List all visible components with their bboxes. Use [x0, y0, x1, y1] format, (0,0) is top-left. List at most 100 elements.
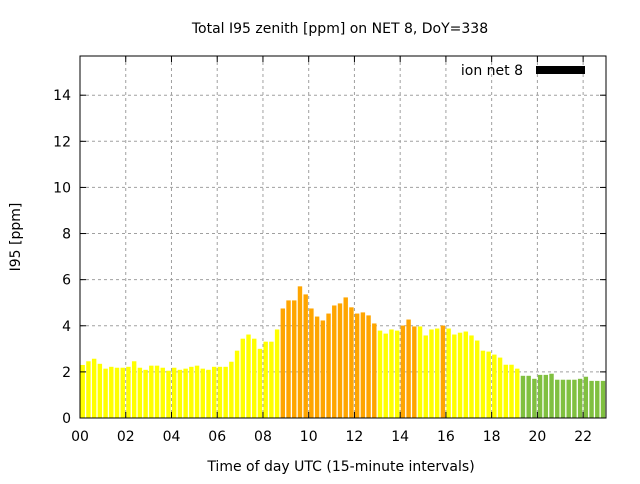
bar — [497, 357, 503, 418]
bar — [257, 348, 263, 418]
bar — [520, 375, 526, 418]
bar — [383, 333, 388, 418]
bar — [177, 369, 183, 418]
bar — [114, 367, 120, 418]
bar — [86, 361, 91, 418]
x-tick-label: 08 — [254, 429, 272, 445]
bar — [360, 312, 366, 418]
bar — [200, 368, 205, 418]
bar — [417, 326, 423, 418]
bar — [234, 350, 240, 418]
bar — [143, 369, 148, 418]
bar — [486, 351, 491, 418]
bar — [206, 369, 211, 418]
bar — [263, 341, 268, 418]
bar — [572, 379, 577, 418]
bar — [120, 367, 125, 418]
bar — [131, 361, 137, 418]
bar — [509, 364, 514, 418]
bars — [80, 286, 606, 418]
bar — [463, 331, 468, 418]
bar — [343, 297, 348, 418]
bar — [549, 373, 554, 418]
bar — [80, 364, 85, 418]
y-tick-label: 0 — [62, 411, 71, 427]
bar — [560, 379, 566, 418]
y-tick-label: 10 — [53, 180, 71, 196]
x-tick-label: 02 — [117, 429, 135, 445]
bar — [326, 313, 331, 418]
bar — [171, 367, 177, 418]
bar — [309, 308, 314, 418]
legend-label: ion net 8 — [461, 63, 523, 79]
bar — [229, 361, 234, 418]
x-tick-label: 14 — [391, 429, 409, 445]
bar — [595, 380, 600, 418]
bar — [286, 300, 291, 418]
bar — [223, 366, 228, 418]
bar — [492, 354, 497, 418]
x-tick-label: 04 — [163, 429, 181, 445]
y-tick-label: 6 — [62, 273, 71, 289]
bar — [412, 326, 417, 418]
x-tick-label: 20 — [528, 429, 546, 445]
legend: ion net 8 — [461, 63, 585, 79]
x-tick-label: 00 — [71, 429, 89, 445]
bar — [555, 379, 560, 418]
x-tick-label: 18 — [483, 429, 501, 445]
bar — [349, 307, 354, 418]
bar — [320, 320, 326, 418]
bar — [314, 316, 320, 418]
bar — [457, 332, 463, 418]
bar — [480, 350, 486, 418]
bar — [212, 366, 217, 418]
plot-frame — [79, 55, 607, 419]
bar — [183, 368, 188, 418]
bar — [97, 363, 103, 418]
bar — [337, 303, 343, 418]
bar — [354, 313, 360, 418]
bar — [406, 319, 411, 418]
bar — [240, 338, 246, 418]
bar — [372, 323, 377, 418]
y-tick-label: 14 — [53, 88, 71, 104]
bar — [126, 366, 131, 418]
bar — [577, 378, 583, 418]
bar — [366, 315, 371, 418]
bar — [446, 328, 451, 418]
bar — [429, 329, 434, 418]
bar — [217, 366, 223, 418]
x-axis-label: Time of day UTC (15-minute intervals) — [206, 459, 474, 475]
bar — [526, 375, 531, 418]
bar — [103, 368, 108, 418]
legend-swatch — [536, 66, 585, 74]
bar — [269, 341, 274, 418]
bar — [537, 374, 543, 418]
bar — [303, 294, 308, 418]
x-tick-label: 12 — [346, 429, 364, 445]
bar — [137, 367, 143, 418]
bar — [280, 308, 286, 418]
bar — [543, 374, 549, 418]
bar — [194, 365, 200, 418]
bar — [297, 286, 303, 418]
x-tick-label: 10 — [300, 429, 318, 445]
bar — [149, 365, 154, 418]
bar — [189, 366, 194, 418]
bar — [160, 367, 165, 418]
bar — [452, 334, 457, 418]
bar — [566, 379, 571, 418]
bar — [389, 329, 394, 418]
bar — [589, 380, 594, 418]
bar — [400, 325, 406, 418]
bar — [166, 370, 171, 418]
bar — [274, 329, 280, 418]
bar — [532, 378, 537, 418]
bar — [332, 305, 337, 418]
bar — [515, 368, 520, 418]
bar — [252, 338, 257, 418]
chart-title: Total I95 zenith [ppm] on NET 8, DoY=338 — [191, 21, 488, 37]
bar — [154, 365, 160, 418]
y-tick-label: 8 — [62, 227, 71, 243]
